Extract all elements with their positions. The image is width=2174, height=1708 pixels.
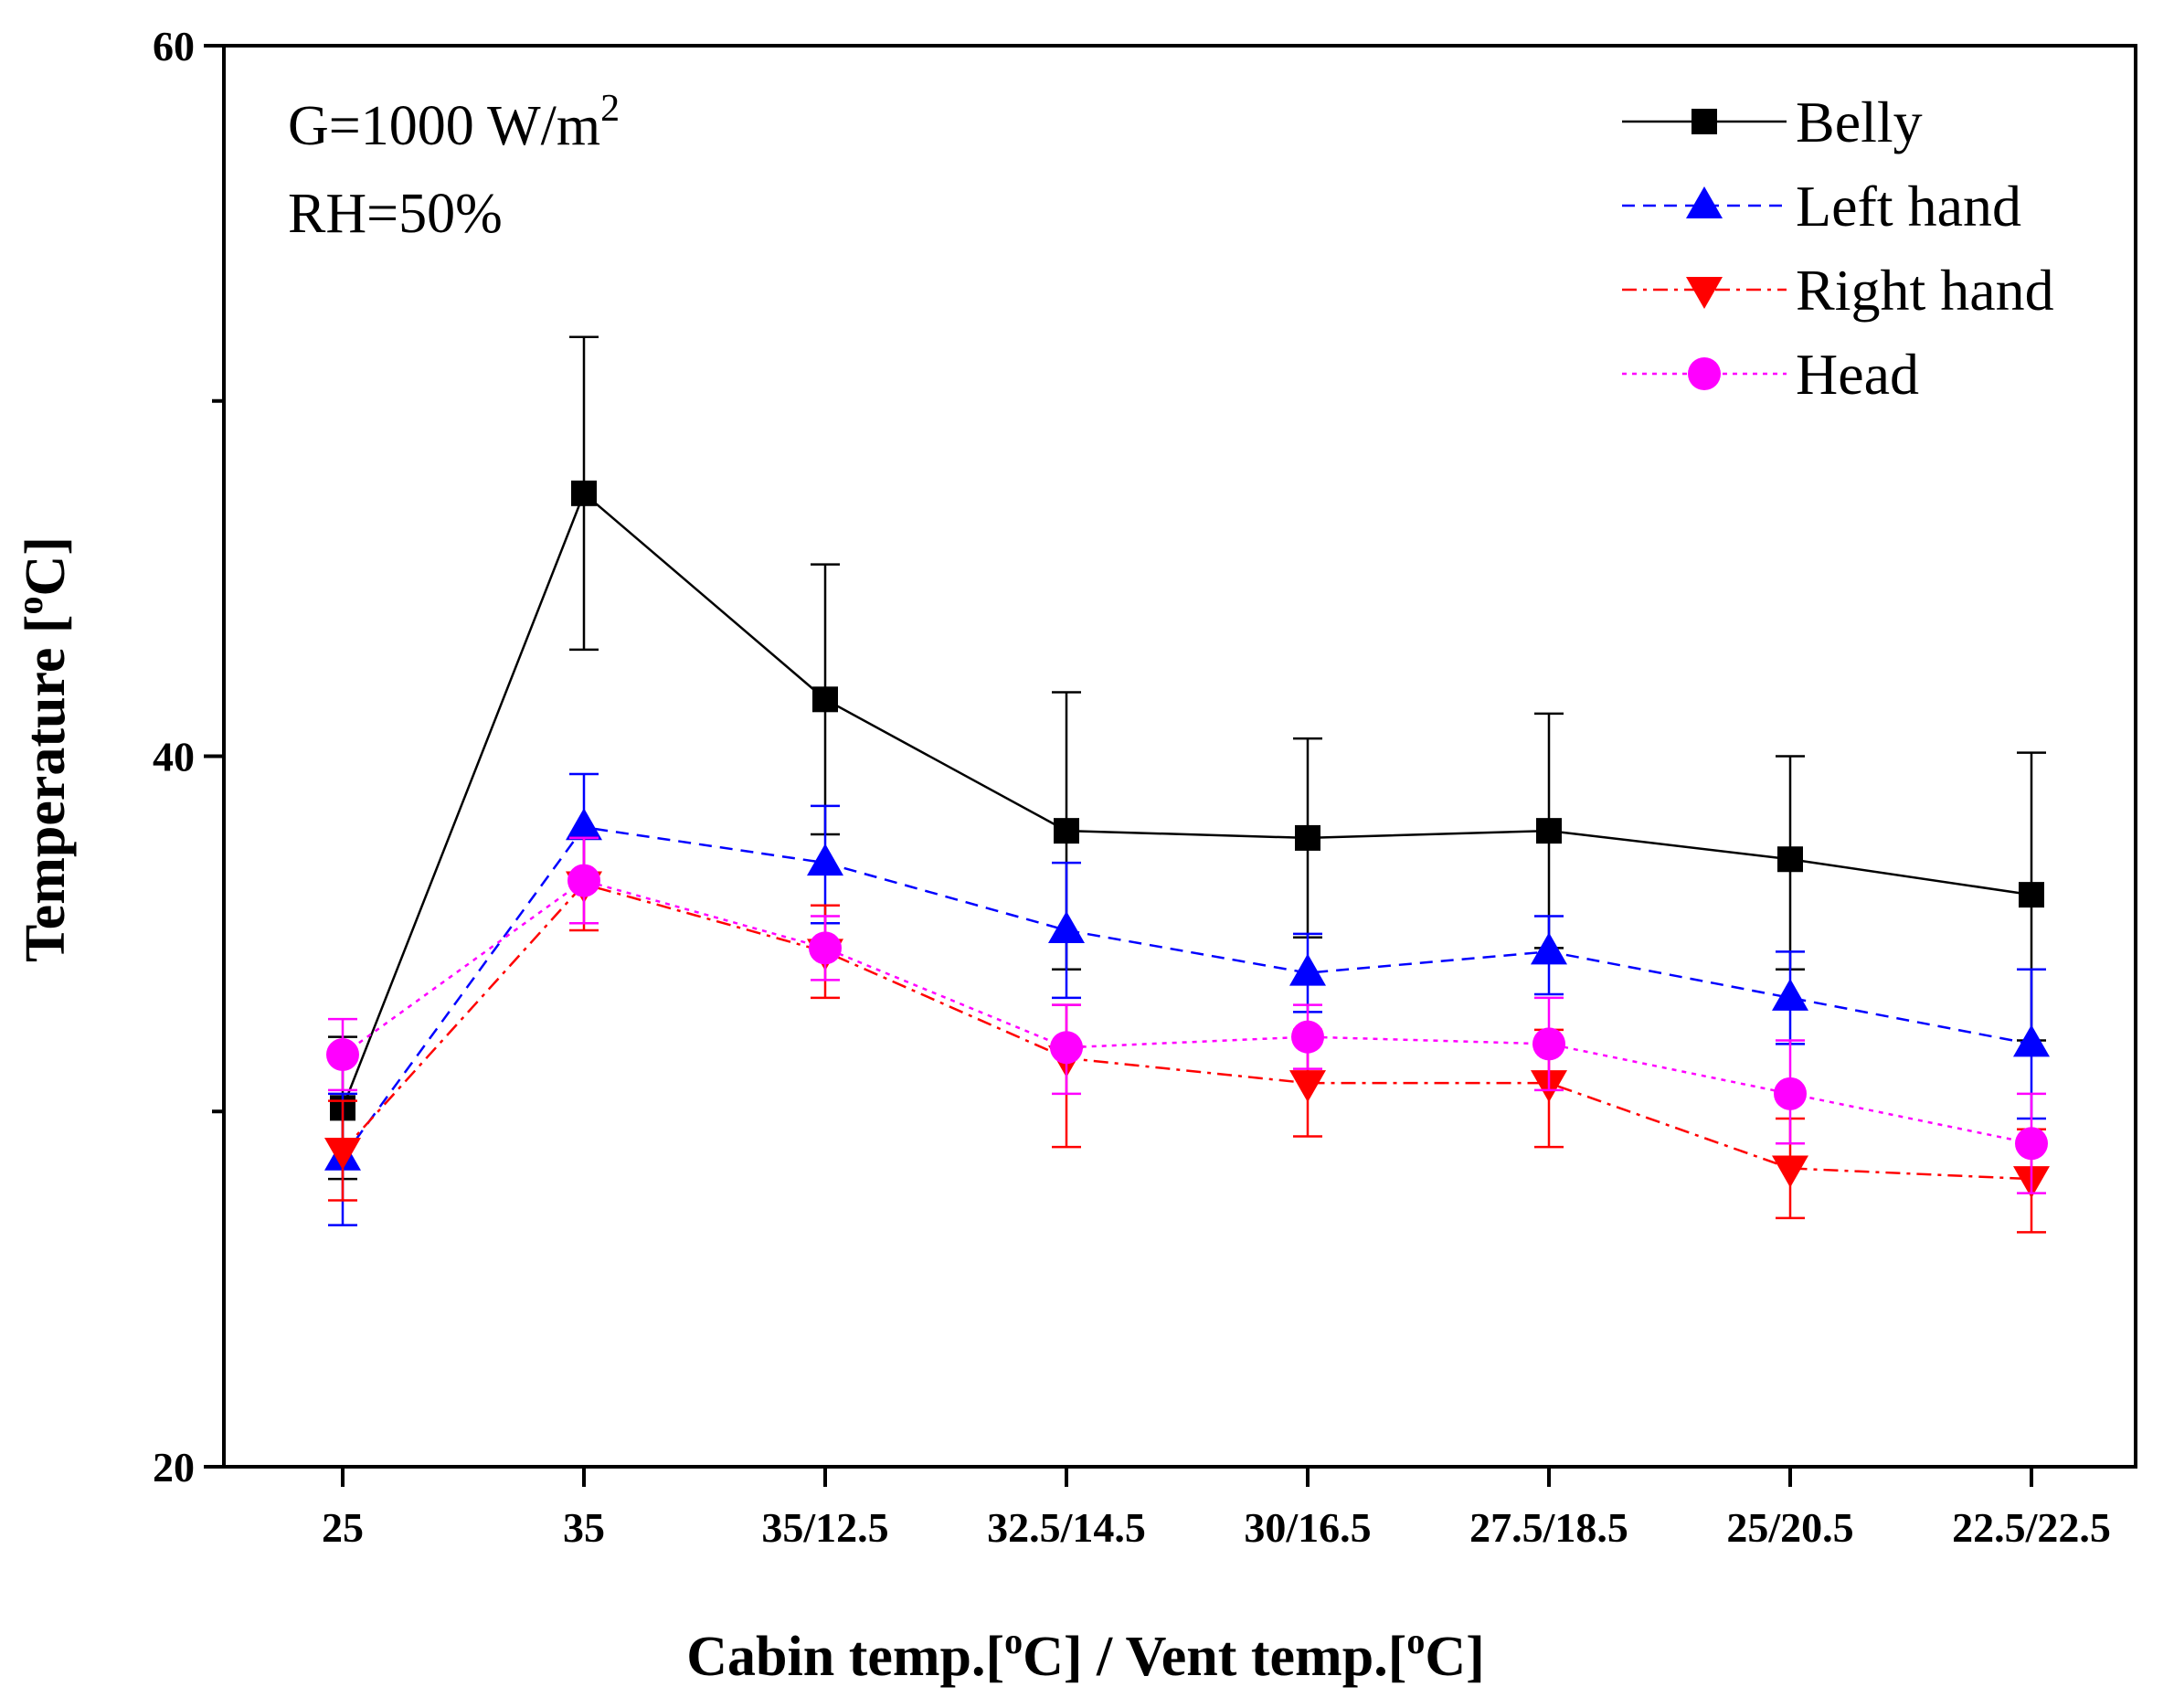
point-belly — [1777, 846, 1803, 873]
legend-label-head: Head — [1796, 342, 1919, 407]
point-right-hand — [1772, 1155, 1808, 1188]
y-axis-title: Temperature [oC] — [9, 536, 77, 962]
x-tick-label: 25 — [322, 1504, 364, 1551]
point-belly — [1295, 824, 1320, 851]
point-belly — [571, 480, 597, 506]
x-tick-label: 30/16.5 — [1244, 1504, 1371, 1551]
x-tick-label: 35 — [563, 1504, 605, 1551]
x-tick-label: 25/20.5 — [1726, 1504, 1853, 1551]
series-belly — [328, 335, 2046, 1181]
point-left-hand — [1048, 910, 1085, 943]
x-tick-label: 22.5/22.5 — [1952, 1504, 2111, 1551]
point-belly — [1536, 818, 1562, 844]
legend-marker-right-hand — [1686, 277, 1723, 309]
humidity-annotation: RH=50% — [288, 183, 503, 245]
point-belly — [1054, 818, 1079, 844]
x-tick-label: 35/12.5 — [761, 1504, 888, 1551]
legend-label-right-hand: Right hand — [1796, 258, 2054, 323]
point-right-hand — [324, 1138, 361, 1171]
point-left-hand — [807, 843, 843, 876]
data-layer — [324, 335, 2050, 1234]
legend: Belly Left hand Right hand Head — [1622, 90, 2054, 407]
legend-label-left-hand: Left hand — [1796, 174, 2021, 239]
legend-marker-left-hand — [1686, 186, 1723, 218]
point-head — [567, 864, 600, 897]
text-layer: Cabin temp.[oC] / Vent temp.[oC] Tempera… — [9, 23, 2111, 1688]
point-left-hand — [1772, 978, 1808, 1011]
series-left-hand — [324, 772, 2050, 1226]
line-belly — [341, 491, 2032, 1109]
point-head — [1532, 1027, 1565, 1061]
plot-frame — [204, 44, 2137, 1487]
point-left-hand — [1531, 932, 1567, 965]
point-left-hand — [1289, 953, 1326, 986]
point-head — [1774, 1077, 1807, 1110]
point-left-hand — [566, 808, 602, 841]
legend-marker-head — [1688, 357, 1721, 390]
point-left-hand — [2013, 1024, 2050, 1057]
point-head — [1291, 1020, 1324, 1054]
irradiance-annotation: G=1000 W/m2 — [288, 88, 620, 157]
point-head — [1050, 1031, 1083, 1065]
point-head — [326, 1038, 359, 1072]
point-belly — [812, 686, 838, 713]
y-tick-label: 20 — [153, 1444, 195, 1491]
point-right-hand — [1289, 1070, 1326, 1103]
series-head — [326, 836, 2048, 1194]
line-left-hand — [341, 825, 2032, 1159]
x-tick-label: 27.5/18.5 — [1469, 1504, 1628, 1551]
x-tick-label: 32.5/14.5 — [987, 1504, 1146, 1551]
legend-marker-belly — [1691, 109, 1717, 134]
point-head — [2015, 1127, 2048, 1161]
y-tick-label: 40 — [153, 734, 195, 780]
point-head — [809, 931, 842, 965]
y-tick-label: 60 — [153, 23, 195, 69]
x-axis-title: Cabin temp.[oC] / Vent temp.[oC] — [686, 1620, 1485, 1688]
legend-label-belly: Belly — [1796, 90, 1923, 154]
point-belly — [2019, 882, 2044, 908]
line-right-hand — [342, 883, 2032, 1181]
